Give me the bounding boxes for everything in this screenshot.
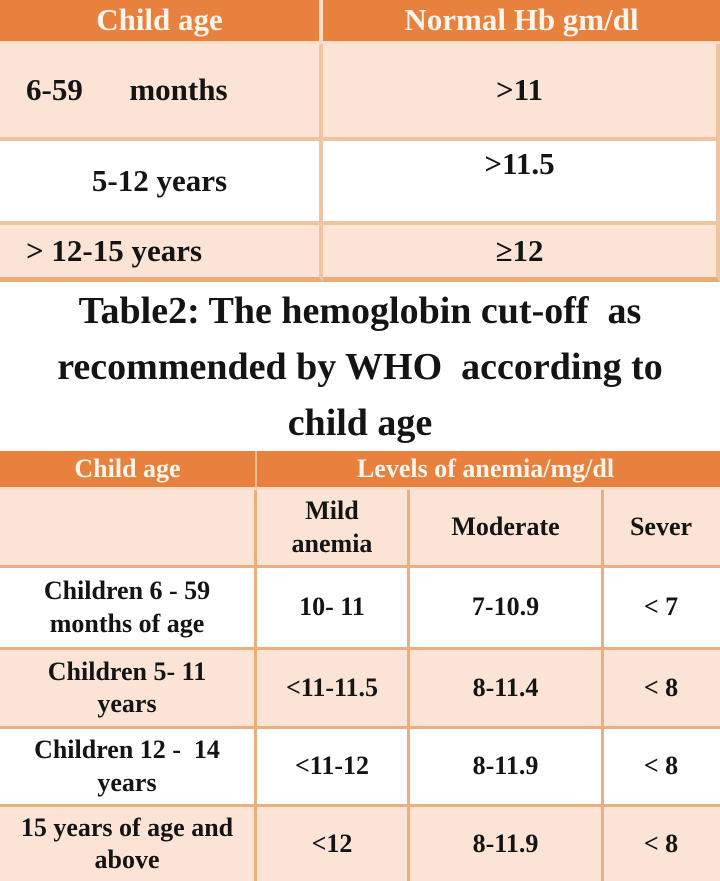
t2-row3-age-cell: Children 12 - 14 years bbox=[0, 729, 257, 807]
t2-row3-age-line2: years bbox=[97, 767, 157, 797]
t2-row1-age-line1: Children 6 - 59 bbox=[43, 576, 211, 605]
t2-row2-age-cell: Children 5- 11 years bbox=[0, 650, 257, 729]
t2-row4-mild-cell: <12 bbox=[257, 807, 410, 881]
t1-row3-age-cell: > 12-15 years bbox=[0, 225, 323, 282]
caption-line-2: recommended by WHO according to bbox=[57, 345, 663, 388]
t2-row2-age-line2: years bbox=[97, 689, 157, 718]
t2-row3-mild-cell: <11-12 bbox=[257, 729, 410, 807]
t2-row3-moderate-cell: 8-11.9 bbox=[410, 729, 604, 807]
t2-row1-age-line2: months of age bbox=[49, 608, 205, 638]
t1-header-normal-hb: Normal Hb gm/dl bbox=[323, 0, 720, 44]
t2-row2-age-line1: Children 5- 11 bbox=[47, 656, 207, 686]
t2-row3-age-line1: Children 12 - 14 bbox=[34, 735, 220, 764]
t2-row1-moderate-cell: 7-10.9 bbox=[410, 568, 604, 650]
t2-row1-severe-cell: < 7 bbox=[604, 568, 720, 650]
t2-subheader-empty-cell bbox=[0, 490, 257, 568]
t1-row3-value-cell: ≥12 bbox=[323, 225, 720, 282]
t1-header-child-age: Child age bbox=[0, 0, 323, 44]
t2-subheader-mild-line1: Mild bbox=[305, 496, 359, 525]
t1-row1-value-cell: >11 bbox=[323, 44, 720, 141]
caption-line-3: child age bbox=[287, 401, 433, 444]
caption-line-1: Table2: The hemoglobin cut-off as bbox=[78, 289, 642, 332]
t2-subheader-mild-line2: anemia bbox=[291, 528, 373, 558]
t2-row4-age-line2: above bbox=[94, 845, 160, 874]
t2-row4-moderate-cell: 8-11.9 bbox=[410, 807, 604, 881]
t2-subheader-mild: Mild anemia bbox=[257, 490, 410, 568]
t2-row2-mild-cell: <11-11.5 bbox=[257, 650, 410, 729]
t2-row2-moderate-cell: 8-11.4 bbox=[410, 650, 604, 729]
t2-row1-age-cell: Children 6 - 59 months of age bbox=[0, 568, 257, 650]
t2-header-levels-span: Levels of anemia/mg/dl bbox=[257, 451, 720, 490]
table2-caption: Table2: The hemoglobin cut-off as recomm… bbox=[0, 282, 720, 451]
t2-row3-severe-cell: < 8 bbox=[604, 729, 720, 807]
t2-subheader-severe: Sever bbox=[604, 490, 720, 568]
normal-hb-table: Child age Normal Hb gm/dl 6-59 months >1… bbox=[0, 0, 720, 282]
t2-row4-age-cell: 15 years of age and above bbox=[0, 807, 257, 881]
t2-row4-age-line1: 15 years of age and bbox=[20, 812, 234, 842]
t2-subheader-moderate: Moderate bbox=[410, 490, 604, 568]
t1-row2-value-cell: >11.5 bbox=[323, 141, 720, 225]
anemia-levels-table: Child age Levels of anemia/mg/dl Mild an… bbox=[0, 451, 720, 881]
t2-header-child-age: Child age bbox=[0, 451, 257, 490]
t1-row1-age-cell: 6-59 months bbox=[0, 44, 323, 141]
t1-row2-age-cell: 5-12 years bbox=[0, 141, 323, 225]
t2-row1-mild-cell: 10- 11 bbox=[257, 568, 410, 650]
t2-row4-severe-cell: < 8 bbox=[604, 807, 720, 881]
t2-row2-severe-cell: < 8 bbox=[604, 650, 720, 729]
